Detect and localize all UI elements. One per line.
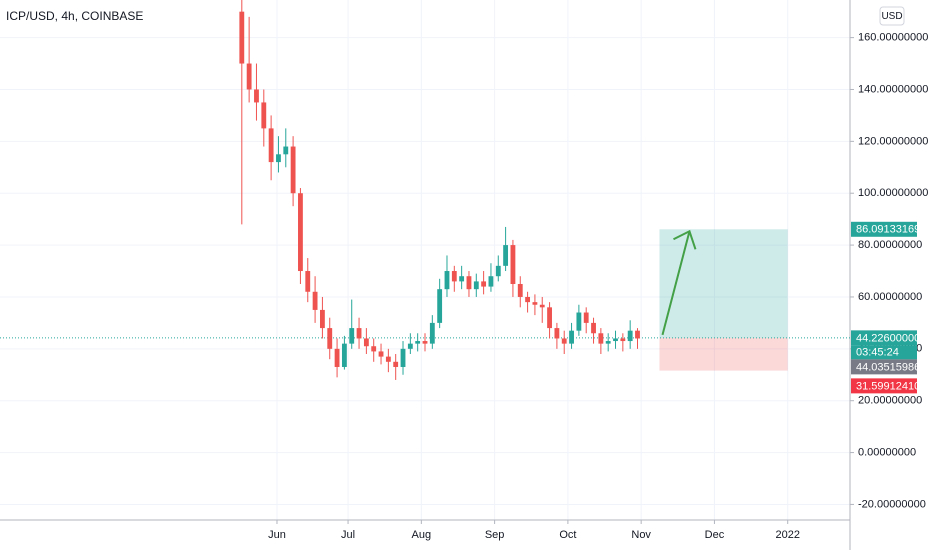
currency[interactable]: USD [881,11,902,22]
candle-body [591,322,596,334]
x-tick-label: Jul [341,529,355,541]
y-tick-label: -20.00000000 [858,498,926,510]
candle-body [298,193,303,272]
candle-body [605,341,611,344]
y-tick-label: 100.00000000 [858,187,928,199]
candle-body [393,361,399,367]
candle-body [422,341,428,344]
y-tick-label: 140.00000000 [858,83,928,95]
candle-body [481,281,487,287]
countdown-bg [851,345,917,360]
candle-body [349,328,355,344]
candle-body [576,312,582,331]
candle-body [525,296,531,303]
arrow [661,231,691,336]
candle-body [261,102,267,129]
y-tick-label: 0.00000000 [858,446,916,458]
candle-body [598,333,604,344]
candle-body [459,276,465,282]
candle-body [356,328,362,339]
x-tick-label: Jun [268,529,286,541]
candle-body [363,338,369,347]
y-tick-label: 20.00000000 [858,395,922,407]
candle-body [437,289,443,323]
candle-body [451,271,457,282]
candle-body [239,11,245,64]
stop-label-bg [851,378,917,394]
entry-label-bg [851,330,917,346]
candle-body [334,348,340,367]
candle-body [444,271,450,290]
candle-body [613,338,618,342]
last-price-label: 44.03515986 [856,361,920,373]
candle-body [276,154,281,163]
candle-body [400,348,406,367]
x-tick-label: Dec [705,529,725,541]
countdown: 03:45:24 [856,346,899,358]
y-tick-label: 120.00000000 [858,135,928,147]
candle-body [569,330,574,344]
x-tick-label: Oct [559,529,576,541]
candle-body [554,328,560,339]
stop-label: 31.59912410 [856,380,920,392]
candle-body [517,283,523,297]
candle-body [312,291,318,310]
candle-body [305,271,311,292]
candle-body [319,309,325,329]
candle-body [583,312,589,323]
candle-body [473,281,479,290]
last-price-label-bg [851,359,917,375]
candle-body [620,338,626,342]
chart-title: ICP/USD, 4h, COINBASE [6,9,143,23]
stop-zone [659,337,788,371]
target-label-bg [851,221,917,237]
candle-body [532,302,538,305]
x-tick-label: Sep [485,529,505,541]
y-tick-label: 160.00000000 [858,32,928,44]
candle-body [429,322,435,344]
candle-body [385,356,391,362]
candle-body [495,265,501,277]
arrow-head [673,229,697,250]
candle-body [488,276,494,287]
candle-body [268,128,274,163]
x-tick-label: Aug [412,529,432,541]
x-tick-label: Nov [631,529,651,541]
candle-body [561,338,567,344]
candle-body [547,307,552,329]
candle-body [415,341,421,344]
y-tick-label: 60.00000000 [858,291,922,303]
candle-body [254,89,259,103]
target-label: 86.09133169 [856,224,920,236]
candle-body [503,245,509,266]
candle-body [371,346,377,352]
candle-body [283,146,289,155]
candle-body [407,343,413,349]
candle-body [246,63,252,90]
candle-body [466,276,472,290]
candle-body [539,304,545,308]
candle-body [635,330,640,339]
candle-body [290,146,296,194]
y-tick-label: 80.00000000 [858,239,922,251]
currency-box[interactable] [879,6,905,26]
candle-body [327,328,333,349]
target-zone [659,229,788,338]
entry-label: 44.22600000 [856,332,920,344]
candle-body [341,343,347,367]
x-tick-label: 2022 [775,529,799,541]
candle-body [510,245,516,284]
candle-body [378,351,384,357]
candle-body [627,330,633,342]
